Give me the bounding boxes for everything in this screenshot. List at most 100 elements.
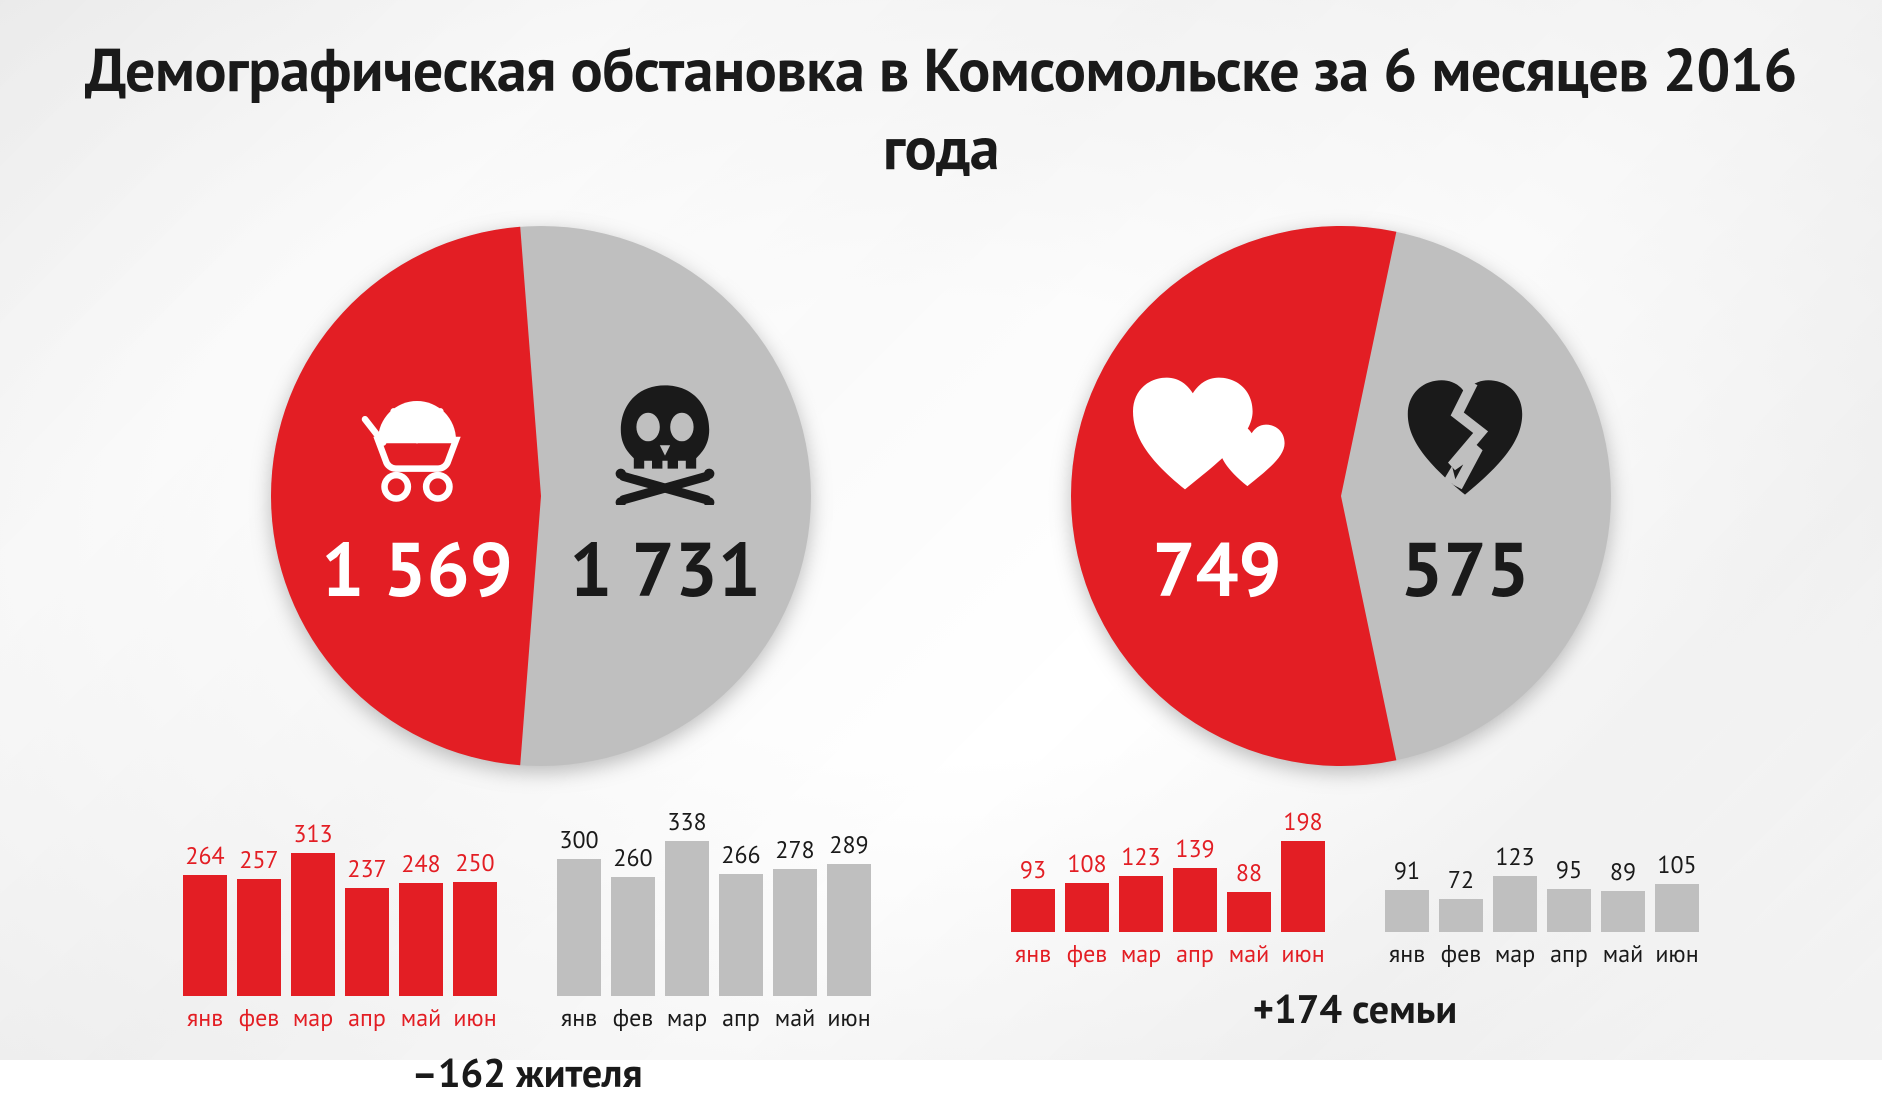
bar-month: июн	[827, 1002, 870, 1033]
pie-left: 1 569	[271, 226, 541, 766]
bars-series: 300 янв 260 фев 338 мар 266 апр 278 май …	[557, 806, 871, 1033]
bar-month: фев	[1441, 938, 1482, 969]
pie-left: 749	[1071, 226, 1341, 766]
bar-rect	[611, 877, 655, 996]
stroller-icon	[352, 375, 482, 505]
bar-col: 278 май	[773, 834, 817, 1033]
bar-rect	[827, 864, 871, 996]
bar-value: 198	[1283, 806, 1322, 837]
bar-rect	[1547, 889, 1591, 932]
infographic-container: Демографическая обстановка в Комсомольск…	[0, 0, 1882, 1060]
bar-value: 257	[239, 844, 278, 875]
bar-value: 237	[347, 853, 386, 884]
bar-value: 72	[1448, 864, 1474, 895]
pie-graphic: 749 575	[1071, 226, 1611, 766]
bar-col: 300 янв	[557, 824, 601, 1033]
bar-rect	[1601, 891, 1645, 932]
bar-col: 72 фев	[1439, 864, 1483, 969]
bar-col: 198 июн	[1281, 806, 1325, 969]
bar-rect	[1173, 868, 1217, 932]
bar-rect	[719, 874, 763, 996]
bar-col: 289 июн	[827, 829, 871, 1033]
bars-group-population: 264 янв 257 фев 313 мар 237 апр 248 май …	[183, 806, 871, 1099]
bar-rect	[1227, 892, 1271, 932]
bar-rect	[1011, 889, 1055, 932]
bar-value: 89	[1610, 856, 1636, 887]
bar-month: фев	[1067, 938, 1108, 969]
bar-col: 264 янв	[183, 840, 227, 1033]
bar-value: 88	[1236, 857, 1262, 888]
pie-right: 575	[1341, 226, 1611, 766]
bar-col: 257 фев	[237, 844, 281, 1033]
bar-month: янв	[561, 1002, 597, 1033]
bar-rect	[1281, 841, 1325, 932]
bar-col: 105 июн	[1655, 849, 1699, 969]
bar-value: 300	[559, 824, 598, 855]
bar-value: 248	[401, 848, 440, 879]
bar-month: фев	[239, 1002, 280, 1033]
bar-month: май	[1603, 938, 1644, 969]
bar-col: 95 апр	[1547, 854, 1591, 969]
bar-col: 248 май	[399, 848, 443, 1033]
bar-value: 123	[1121, 841, 1160, 872]
bar-rect	[557, 859, 601, 996]
bar-value: 266	[721, 839, 760, 870]
bar-col: 91 янв	[1385, 855, 1429, 969]
bar-rect	[1385, 890, 1429, 932]
bar-month: мар	[1121, 938, 1161, 969]
bar-rect	[399, 883, 443, 996]
bar-col: 88 май	[1227, 857, 1271, 969]
bar-rect	[237, 879, 281, 996]
bar-month: фев	[613, 1002, 654, 1033]
hearts-icon	[1133, 375, 1302, 505]
pie-graphic: 1 569 1 731	[271, 226, 811, 766]
bar-month: июн	[1655, 938, 1698, 969]
bar-rect	[1655, 884, 1699, 932]
bar-month: май	[401, 1002, 442, 1033]
pie-left-value: 749	[1152, 519, 1281, 617]
bar-value: 139	[1175, 833, 1214, 864]
bar-col: 108 фев	[1065, 848, 1109, 969]
bar-month: май	[775, 1002, 816, 1033]
bar-value: 105	[1657, 849, 1696, 880]
bar-month: апр	[722, 1002, 760, 1033]
bar-month: июн	[1281, 938, 1324, 969]
bar-value: 260	[613, 842, 652, 873]
bar-col: 123 мар	[1119, 841, 1163, 969]
bar-col: 89 май	[1601, 856, 1645, 969]
bar-rect	[1119, 876, 1163, 932]
bars-series: 93 янв 108 фев 123 мар 139 апр 88 май 19…	[1011, 806, 1325, 969]
pie-population: 1 569 1 731	[271, 226, 811, 766]
pie-right-value: 1 731	[569, 519, 761, 617]
pie-families: 749 575	[1071, 226, 1611, 766]
bar-rect	[773, 869, 817, 996]
bar-value: 123	[1495, 841, 1534, 872]
bar-month: апр	[348, 1002, 386, 1033]
bars-group-families: 93 янв 108 фев 123 мар 139 апр 88 май 19…	[1011, 806, 1699, 1099]
bar-value: 93	[1020, 854, 1046, 885]
bar-month: мар	[293, 1002, 333, 1033]
bar-col: 250 июн	[453, 847, 497, 1033]
bars-row: 264 янв 257 фев 313 мар 237 апр 248 май …	[60, 806, 1822, 1099]
pie-right: 1 731	[541, 226, 811, 766]
bars-series: 91 янв 72 фев 123 мар 95 апр 89 май 105 …	[1385, 841, 1699, 969]
bar-month: янв	[187, 1002, 223, 1033]
bar-rect	[1065, 883, 1109, 932]
bar-col: 338 мар	[665, 806, 709, 1033]
bar-rect	[345, 888, 389, 996]
bar-value: 95	[1556, 854, 1582, 885]
bar-value: 91	[1394, 855, 1420, 886]
bar-month: май	[1229, 938, 1270, 969]
bar-rect	[665, 841, 709, 996]
bar-value: 108	[1067, 848, 1106, 879]
page-title: Демографическая обстановка в Комсомольск…	[60, 30, 1822, 186]
bar-rect	[453, 882, 497, 996]
bar-value: 264	[185, 840, 224, 871]
bar-month: апр	[1176, 938, 1214, 969]
bar-month: июн	[453, 1002, 496, 1033]
bar-col: 139 апр	[1173, 833, 1217, 969]
bar-col: 260 фев	[611, 842, 655, 1033]
pie-row: 1 569 1 731	[60, 226, 1822, 766]
bar-col: 237 апр	[345, 853, 389, 1033]
bar-rect	[291, 853, 335, 996]
